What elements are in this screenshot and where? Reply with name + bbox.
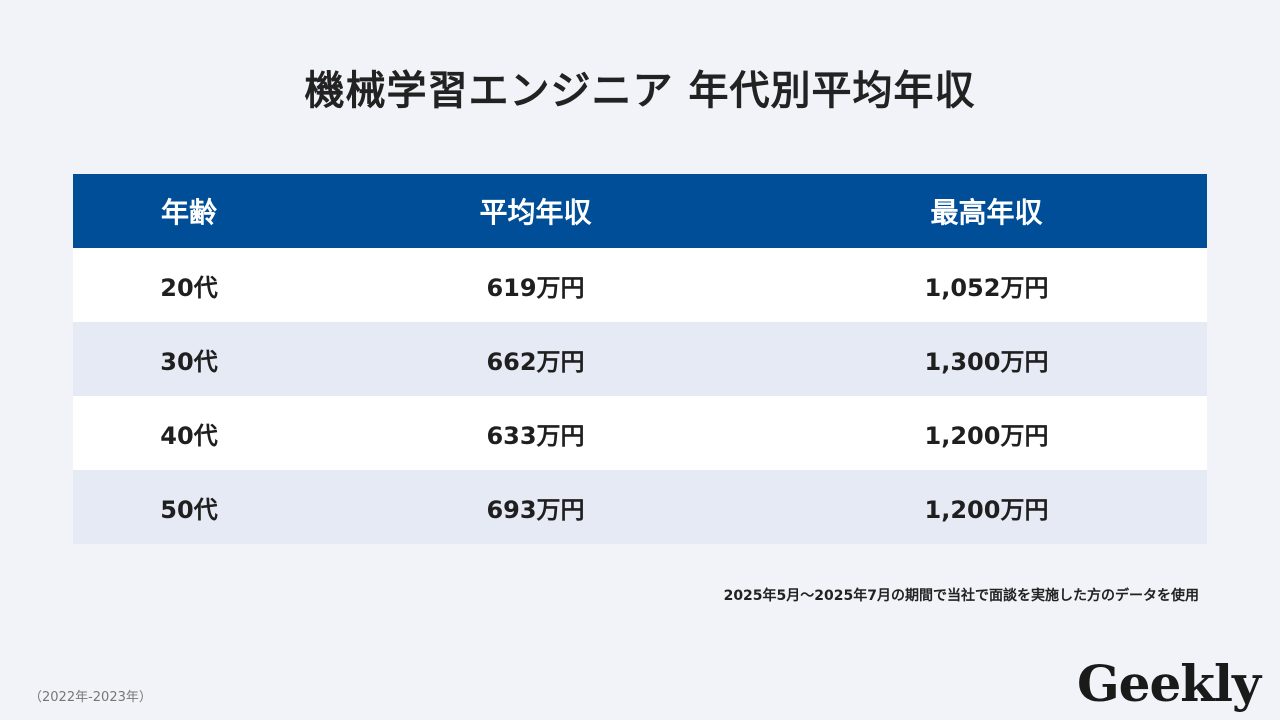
table-row: 50代 693万円 1,200万円 — [73, 470, 1207, 544]
average-salary-cell: 619万円 — [305, 248, 766, 322]
table-row: 40代 633万円 1,200万円 — [73, 396, 1207, 470]
max-salary-cell: 1,200万円 — [766, 470, 1207, 544]
age-cell: 50代 — [73, 470, 305, 544]
age-cell: 20代 — [73, 248, 305, 322]
average-salary-cell: 633万円 — [305, 396, 766, 470]
max-salary-cell: 1,052万円 — [766, 248, 1207, 322]
period-note: （2022年-2023年） — [29, 690, 152, 705]
header-age: 年齢 — [73, 174, 305, 248]
data-source-note: 2025年5月〜2025年7月の期間で当社で面談を実施した方のデータを使用 — [723, 588, 1199, 604]
average-salary-cell: 662万円 — [305, 322, 766, 396]
geekly-logo: Geekly — [1076, 654, 1261, 713]
age-cell: 30代 — [73, 322, 305, 396]
table-header-row: 年齢 平均年収 最高年収 — [73, 174, 1207, 248]
max-salary-cell: 1,200万円 — [766, 396, 1207, 470]
header-max-salary: 最高年収 — [766, 174, 1207, 248]
header-average-salary: 平均年収 — [305, 174, 766, 248]
table-row: 20代 619万円 1,052万円 — [73, 248, 1207, 322]
max-salary-cell: 1,300万円 — [766, 322, 1207, 396]
page-title: 機械学習エンジニア 年代別平均年収 — [304, 68, 976, 114]
age-cell: 40代 — [73, 396, 305, 470]
table-row: 30代 662万円 1,300万円 — [73, 322, 1207, 396]
average-salary-cell: 693万円 — [305, 470, 766, 544]
salary-table: 年齢 平均年収 最高年収 20代 619万円 1,052万円 30代 662万円… — [73, 174, 1207, 544]
